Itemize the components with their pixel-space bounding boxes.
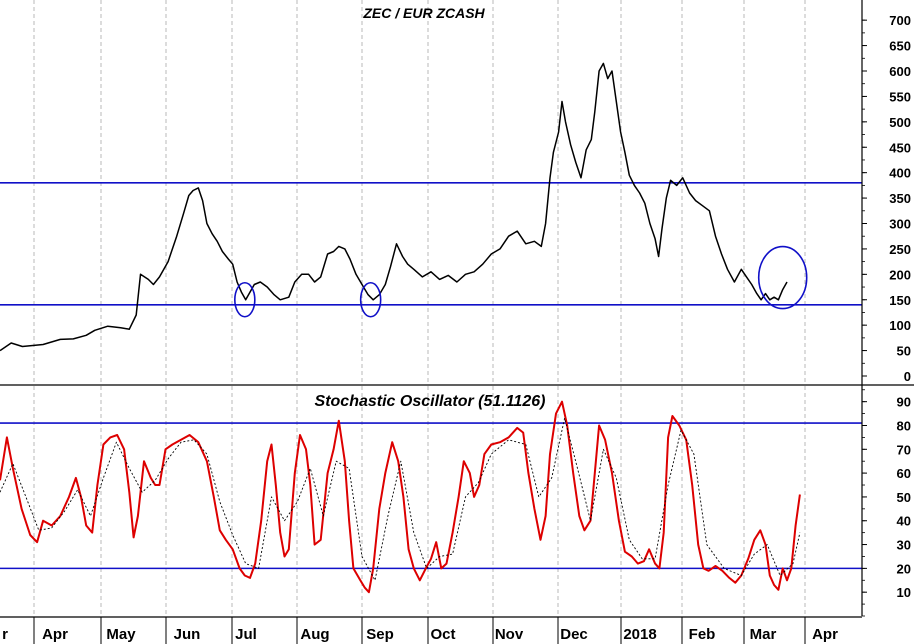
x-label-6: Sep [366,626,394,643]
series-line-1-0 [0,400,801,594]
x-label-7: Oct [430,626,455,643]
x-label-3: Jun [174,626,201,643]
x-axis: r Apr May Jun Jul Aug Sep Oct Nov Dec 2018 Feb Mar Ap… [2,617,838,644]
x-label-13: Apr [812,626,838,643]
y-tick-label-0-14: 700 [889,13,911,28]
series-line-0-0 [0,62,788,352]
y-tick-label-1-0: 10 [897,585,911,600]
circled-low-0 [234,281,256,318]
y-tick-label-1-6: 70 [897,442,911,457]
x-label-0: r [2,626,8,643]
x-label-2: May [106,626,136,643]
y-tick-label-0-13: 650 [889,39,911,54]
x-label-1: Apr [42,626,68,643]
x-label-12: Mar [750,626,777,643]
circled-lows [234,245,808,318]
y-tick-label-0-8: 400 [889,166,911,181]
y-tick-label-0-4: 200 [889,267,911,282]
y-tick-label-0-6: 300 [889,217,911,232]
oscillator-panel-title: Stochastic Oscillator (51.1126) [315,393,546,410]
y-tick-label-1-8: 90 [897,395,911,410]
y-tick-label-0-7: 350 [889,191,911,206]
data-series [0,62,801,594]
x-label-4: Jul [235,626,257,643]
horizontal-reference-lines [0,182,862,570]
x-label-5: Aug [300,626,329,643]
x-label-8: Nov [495,626,524,643]
circled-low-1 [359,281,382,318]
x-label-10: 2018 [623,626,656,643]
y-tick-label-0-1: 50 [897,344,911,359]
y-tick-label-0-9: 450 [889,140,911,155]
x-label-9: Dec [560,626,588,643]
circled-low-2 [757,245,808,310]
y-tick-label-0-11: 550 [889,89,911,104]
x-label-11: Feb [689,626,716,643]
y-tick-label-0-2: 100 [889,318,911,333]
y-tick-label-0-3: 150 [889,293,911,308]
y-tick-label-0-12: 600 [889,64,911,79]
y-axis-ticks: 0 50 100 150 200 250 300 350 400 450 500 550 600 650 7… [862,13,911,617]
y-tick-label-1-4: 50 [897,490,911,505]
y-tick-label-0-5: 250 [889,242,911,257]
series-line-1-1 [0,417,801,581]
y-tick-label-1-3: 40 [897,514,911,529]
y-tick-label-1-2: 30 [897,538,911,553]
y-tick-label-0-0: 0 [904,369,911,384]
y-tick-label-1-1: 20 [897,561,911,576]
y-tick-label-1-5: 60 [897,466,911,481]
y-tick-label-0-10: 500 [889,115,911,130]
vertical-gridlines [33,0,806,616]
price-panel-title: ZEC / EUR ZCASH [362,5,485,21]
y-tick-label-1-7: 80 [897,418,911,433]
chart-frame [0,0,914,618]
